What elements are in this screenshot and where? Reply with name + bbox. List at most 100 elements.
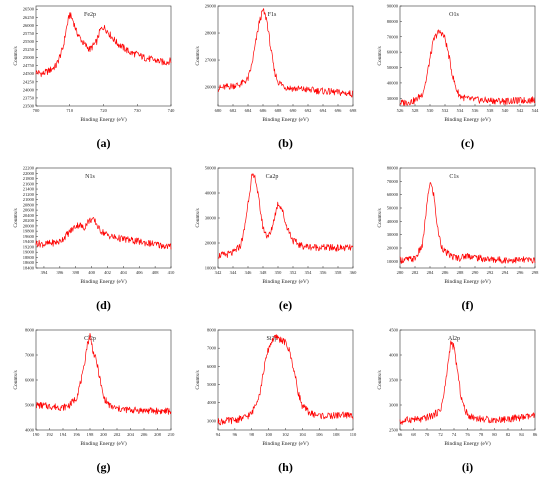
- x-tick-label: 74: [452, 432, 457, 437]
- x-tick-label: 208: [154, 432, 162, 437]
- y-tick-label: 8000: [207, 328, 217, 333]
- x-tick-label: 354: [305, 270, 313, 275]
- y-tick-label: 7000: [25, 353, 35, 358]
- panel-caption: (i): [461, 460, 474, 474]
- x-tick-label: 96: [233, 432, 238, 437]
- x-tick-label: 192: [46, 432, 53, 437]
- y-axis-title: Counts/s: [377, 208, 383, 227]
- x-tick-label: 682: [230, 108, 237, 113]
- y-tick-label: 23750: [23, 95, 35, 100]
- spectrum-title: F1s: [268, 12, 277, 18]
- plot-frame: [217, 167, 354, 269]
- y-tick-label: 20400: [23, 213, 35, 218]
- y-tick-label: 20000: [23, 223, 35, 228]
- x-tick-label: 286: [442, 270, 450, 275]
- y-tick-label: 40000: [387, 80, 399, 85]
- y-tick-label: 26000: [205, 85, 217, 90]
- x-tick-label: 292: [487, 270, 494, 275]
- x-axis-title: Binding Energy (eV): [262, 116, 309, 123]
- y-tick-label: 60000: [387, 192, 399, 197]
- x-tick-label: 198: [87, 432, 95, 437]
- y-tick-label: 30000: [387, 232, 399, 237]
- y-tick-label: 21000: [23, 197, 35, 202]
- y-tick-label: 6000: [207, 364, 217, 369]
- x-tick-label: 298: [532, 270, 540, 275]
- y-tick-label: 20800: [23, 202, 35, 207]
- panel-caption: (g): [96, 460, 111, 474]
- y-tick-label: 20000: [387, 246, 399, 251]
- x-tick-label: 698: [350, 108, 358, 113]
- panel-b: 680 682 684 686 688 690 692 694 696 698 26000 27000…: [190, 2, 360, 152]
- spectrum-title: O1s: [449, 12, 459, 18]
- x-tick-label: 730: [134, 108, 142, 113]
- y-tick-label: 2500: [389, 428, 399, 433]
- x-tick-label: 710: [66, 108, 74, 113]
- spectrum-title: N1s: [85, 174, 95, 180]
- x-tick-label: 284: [427, 270, 435, 275]
- x-tick-label: 348: [260, 270, 268, 275]
- x-tick-label: 280: [397, 270, 405, 275]
- panel-caption: (h): [278, 460, 293, 474]
- y-tick-label: 20200: [23, 218, 35, 223]
- y-tick-label: 10000: [387, 259, 399, 264]
- x-tick-label: 540: [502, 108, 510, 113]
- x-axis-title: Binding Energy (eV): [262, 440, 309, 447]
- x-tick-label: 108: [333, 432, 341, 437]
- x-tick-label: 110: [350, 432, 357, 437]
- plot-frame: [217, 5, 354, 107]
- x-tick-label: 66: [398, 432, 403, 437]
- spectrum-title: Si2p: [266, 336, 277, 342]
- y-tick-label: 80000: [387, 19, 399, 24]
- y-tick-label: 21400: [23, 187, 35, 192]
- x-axis-title: Binding Energy (eV): [80, 278, 127, 285]
- x-tick-label: 76: [465, 432, 470, 437]
- y-axis-title: Counts/s: [377, 370, 383, 389]
- panel-caption: (c): [460, 136, 475, 150]
- x-tick-label: 84: [519, 432, 524, 437]
- y-axis-title: Counts/s: [377, 46, 383, 65]
- x-tick-label: 72: [438, 432, 443, 437]
- y-tick-label: 19200: [23, 244, 35, 249]
- x-tick-label: 534: [457, 108, 465, 113]
- x-tick-label: 106: [316, 432, 324, 437]
- x-tick-label: 358: [335, 270, 343, 275]
- y-axis-title: Counts/s: [13, 46, 19, 65]
- x-tick-label: 342: [215, 270, 222, 275]
- x-tick-label: 282: [412, 270, 419, 275]
- panel-caption: (b): [278, 136, 293, 150]
- y-tick-label: 18600: [23, 260, 35, 265]
- x-axis-title: Binding Energy (eV): [444, 116, 491, 123]
- y-tick-label: 24500: [23, 71, 35, 76]
- y-tick-label: 24750: [23, 63, 35, 68]
- x-tick-label: 686: [260, 108, 268, 113]
- spectrum-chart-c: 526 528 530 532 534 536 538 540 542 544 30000 40000…: [377, 4, 539, 124]
- x-tick-label: 400: [88, 270, 96, 275]
- y-tick-label: 50000: [387, 206, 399, 211]
- x-tick-label: 80: [492, 432, 497, 437]
- x-tick-label: 294: [502, 270, 510, 275]
- y-tick-label: 19800: [23, 229, 35, 234]
- plot-frame: [35, 5, 172, 107]
- x-tick-label: 350: [275, 270, 283, 275]
- y-tick-label: 25250: [23, 47, 35, 52]
- x-tick-label: 696: [335, 108, 343, 113]
- x-tick-label: 684: [245, 108, 253, 113]
- y-tick-label: 28000: [205, 31, 217, 36]
- y-tick-label: 4000: [25, 428, 35, 433]
- y-tick-label: 19600: [23, 234, 35, 239]
- x-tick-label: 356: [320, 270, 328, 275]
- x-tick-label: 526: [397, 108, 405, 113]
- x-tick-label: 200: [100, 432, 108, 437]
- y-tick-label: 30000: [387, 96, 399, 101]
- x-tick-label: 206: [141, 432, 149, 437]
- x-tick-label: 352: [290, 270, 297, 275]
- y-tick-label: 20600: [23, 208, 35, 213]
- spectrum-line: [217, 173, 354, 259]
- x-tick-label: 542: [517, 108, 524, 113]
- spectrum-line: [217, 8, 354, 98]
- x-tick-label: 290: [472, 270, 480, 275]
- panel-g: 190 192 194 196 198 200 202 204 206 208 210 4000 500…: [8, 326, 178, 476]
- x-tick-label: 720: [100, 108, 108, 113]
- x-tick-label: 94: [216, 432, 221, 437]
- x-tick-label: 190: [33, 432, 41, 437]
